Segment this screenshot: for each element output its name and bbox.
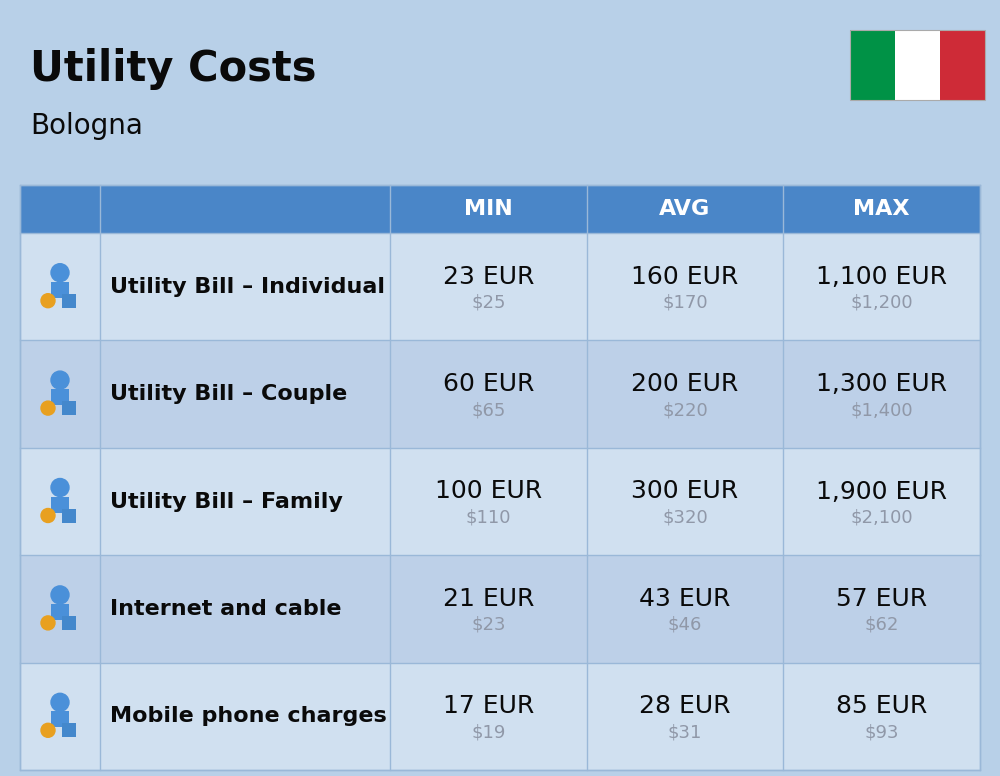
Bar [20, 185, 980, 770]
Text: 85 EUR: 85 EUR [836, 695, 927, 719]
Bar [20, 233, 980, 341]
Text: Internet and cable: Internet and cable [110, 599, 342, 619]
Circle shape [41, 508, 55, 522]
Text: 23 EUR: 23 EUR [443, 265, 534, 289]
Circle shape [51, 264, 69, 282]
Circle shape [41, 401, 55, 415]
Text: 43 EUR: 43 EUR [639, 587, 731, 611]
Bar [850, 30, 985, 100]
Bar [51, 389, 69, 405]
Text: $23: $23 [471, 616, 506, 634]
Bar [62, 616, 76, 630]
Bar [51, 497, 69, 512]
Bar [20, 185, 980, 233]
Bar [895, 30, 940, 100]
Text: 57 EUR: 57 EUR [836, 587, 927, 611]
Text: 60 EUR: 60 EUR [443, 372, 534, 396]
Text: $1,400: $1,400 [850, 401, 913, 419]
Bar [35, 476, 85, 526]
Text: MAX: MAX [853, 199, 910, 219]
Bar [850, 30, 895, 100]
Bar [35, 691, 85, 741]
Bar [940, 30, 985, 100]
Bar [35, 584, 85, 634]
Text: $46: $46 [668, 616, 702, 634]
Bar [35, 369, 85, 419]
Bar [35, 262, 85, 312]
Bar [62, 293, 76, 308]
Text: Utility Bill – Individual: Utility Bill – Individual [110, 277, 385, 296]
Text: 200 EUR: 200 EUR [631, 372, 739, 396]
Text: $25: $25 [471, 293, 506, 312]
Text: $170: $170 [662, 293, 708, 312]
Text: $1,200: $1,200 [850, 293, 913, 312]
Text: 1,100 EUR: 1,100 EUR [816, 265, 947, 289]
Text: 17 EUR: 17 EUR [443, 695, 534, 719]
Text: $65: $65 [471, 401, 506, 419]
Bar [20, 555, 980, 663]
Circle shape [41, 293, 55, 308]
Circle shape [41, 616, 55, 630]
Text: 1,900 EUR: 1,900 EUR [816, 480, 947, 504]
Text: 21 EUR: 21 EUR [443, 587, 534, 611]
Text: AVG: AVG [659, 199, 711, 219]
Text: $93: $93 [864, 723, 899, 741]
Text: 28 EUR: 28 EUR [639, 695, 731, 719]
Bar [62, 723, 76, 737]
Bar [20, 448, 980, 555]
Bar [51, 712, 69, 727]
Text: Utility Bill – Couple: Utility Bill – Couple [110, 384, 347, 404]
Circle shape [51, 586, 69, 604]
Text: Mobile phone charges: Mobile phone charges [110, 706, 387, 726]
Text: Bologna: Bologna [30, 112, 143, 140]
Text: $19: $19 [471, 723, 506, 741]
Circle shape [51, 371, 69, 389]
Text: $62: $62 [864, 616, 899, 634]
Text: 300 EUR: 300 EUR [631, 480, 739, 504]
Text: $2,100: $2,100 [850, 508, 913, 526]
Text: Utility Costs: Utility Costs [30, 48, 316, 90]
Text: Utility Bill – Family: Utility Bill – Family [110, 491, 343, 511]
Text: $110: $110 [466, 508, 511, 526]
Circle shape [41, 723, 55, 737]
Text: 100 EUR: 100 EUR [435, 480, 542, 504]
Text: $320: $320 [662, 508, 708, 526]
Circle shape [51, 693, 69, 712]
Bar [62, 401, 76, 415]
Bar [51, 604, 69, 620]
Text: $220: $220 [662, 401, 708, 419]
Text: 160 EUR: 160 EUR [631, 265, 739, 289]
Bar [20, 341, 980, 448]
Text: MIN: MIN [464, 199, 513, 219]
Bar [51, 282, 69, 298]
Text: 1,300 EUR: 1,300 EUR [816, 372, 947, 396]
Circle shape [51, 479, 69, 497]
Bar [62, 508, 76, 522]
Bar [20, 663, 980, 770]
Text: $31: $31 [668, 723, 702, 741]
